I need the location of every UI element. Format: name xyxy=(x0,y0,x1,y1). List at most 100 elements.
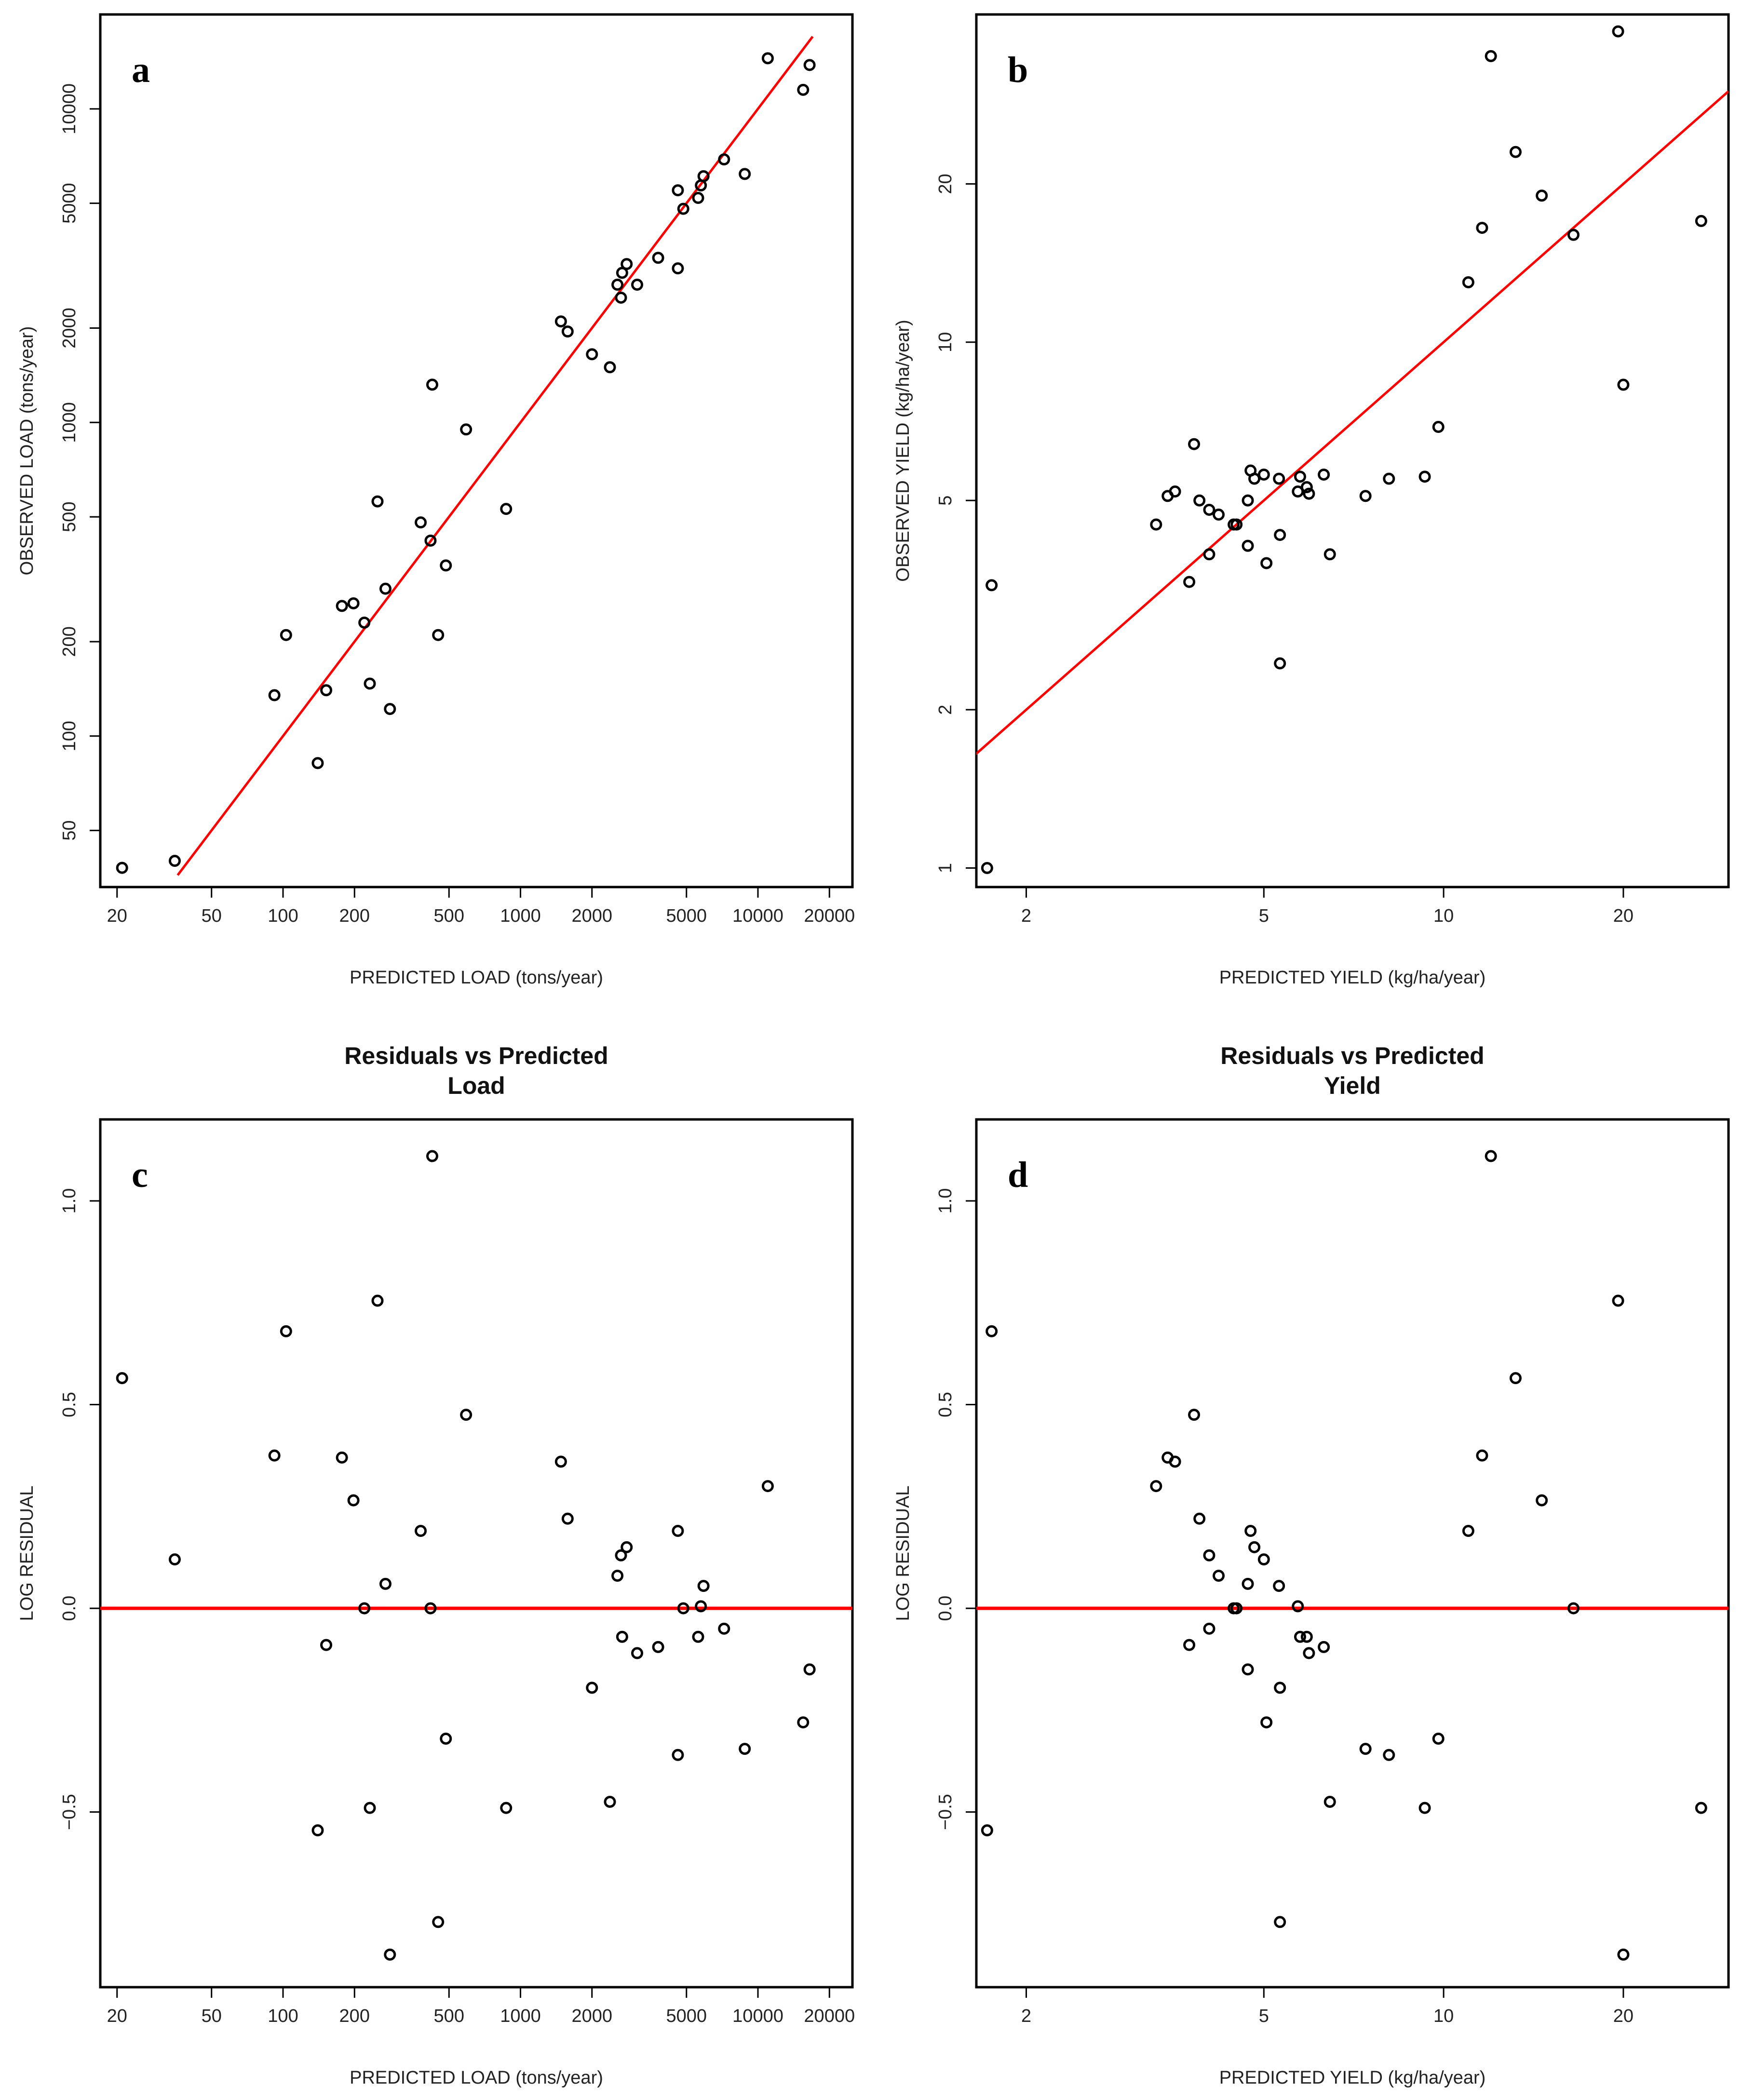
data-point xyxy=(761,52,774,65)
data-point xyxy=(1383,472,1395,485)
x-axis-title: PREDICTED LOAD (tons/year) xyxy=(350,2068,603,2088)
data-point xyxy=(1242,1577,1254,1590)
data-point xyxy=(1150,518,1162,531)
data-point xyxy=(1203,1549,1215,1562)
data-point xyxy=(761,1480,774,1493)
data-point xyxy=(1257,1553,1270,1566)
data-point xyxy=(1188,438,1201,450)
data-point xyxy=(1612,1294,1624,1307)
data-point xyxy=(1183,1639,1196,1651)
data-point xyxy=(320,1639,333,1651)
data-point xyxy=(1257,468,1270,481)
data-point xyxy=(500,503,513,515)
regression-line xyxy=(176,36,814,876)
data-point xyxy=(1248,472,1261,485)
data-point xyxy=(371,495,384,508)
data-point xyxy=(692,192,704,204)
data-point xyxy=(432,1916,445,1928)
plot-frame xyxy=(975,1118,1730,1989)
x-tick-label: 2000 xyxy=(571,906,612,926)
data-point xyxy=(1294,471,1306,483)
y-tick-label: 1.0 xyxy=(935,1188,956,1214)
data-point xyxy=(561,1512,574,1525)
data-point xyxy=(379,1577,392,1590)
x-tick-label: 200 xyxy=(339,2006,370,2026)
x-tick-label: 20 xyxy=(1613,906,1634,926)
data-point xyxy=(604,1795,616,1808)
data-point xyxy=(347,597,360,609)
data-point xyxy=(677,1602,689,1615)
x-tick-label: 10 xyxy=(1433,2006,1454,2026)
data-point xyxy=(1230,518,1243,531)
data-point xyxy=(586,1682,598,1694)
data-point xyxy=(631,1647,644,1659)
data-point xyxy=(739,168,751,180)
y-tick-label: 1000 xyxy=(59,402,80,443)
regression-line xyxy=(976,90,1728,755)
data-point xyxy=(554,1455,567,1468)
data-point xyxy=(336,1451,348,1464)
plot-frame xyxy=(99,13,854,888)
data-point xyxy=(554,315,567,328)
data-point xyxy=(1462,1525,1474,1537)
y-tick-label: 500 xyxy=(59,501,80,532)
data-point xyxy=(168,855,181,867)
data-point xyxy=(621,1541,633,1553)
data-point xyxy=(1213,1569,1225,1582)
y-axis-title: OBSERVED YIELD (kg/ha/year) xyxy=(893,320,913,582)
data-point xyxy=(1432,421,1445,433)
data-point xyxy=(460,1409,473,1421)
x-tick-label: 1000 xyxy=(500,2006,541,2026)
x-tick-label: 5 xyxy=(1259,906,1269,926)
x-tick-label: 10000 xyxy=(732,906,783,926)
data-point xyxy=(1274,1916,1286,1928)
data-point xyxy=(364,677,376,690)
panel-letter: b xyxy=(1008,50,1028,90)
data-point xyxy=(116,862,128,874)
data-point xyxy=(621,258,633,270)
data-point xyxy=(611,1569,624,1582)
data-point xyxy=(384,1948,396,1961)
data-point xyxy=(268,689,281,701)
data-point xyxy=(1536,189,1548,202)
y-tick-label: 200 xyxy=(59,626,80,657)
data-point xyxy=(379,582,392,595)
panel-letter: d xyxy=(1008,1155,1028,1195)
y-tick-label: 0.0 xyxy=(59,1596,80,1621)
x-tick-label: 1000 xyxy=(500,906,541,926)
x-tick-label: 50 xyxy=(202,2006,222,2026)
chart-title: Residuals vs Predicted xyxy=(344,1042,608,1069)
y-tick-label: 50 xyxy=(59,820,80,840)
data-point xyxy=(415,516,427,529)
y-tick-label: 1 xyxy=(935,863,956,873)
x-tick-label: 20000 xyxy=(804,2006,855,2026)
data-point xyxy=(1203,1622,1215,1635)
chart-title: Residuals vs Predicted xyxy=(1220,1042,1484,1069)
data-point xyxy=(616,1630,628,1643)
panel-letter: a xyxy=(132,50,150,90)
panel-letter: c xyxy=(132,1155,148,1195)
data-point xyxy=(797,83,810,96)
data-point xyxy=(1274,657,1286,670)
data-point xyxy=(116,1372,128,1385)
x-tick-label: 2 xyxy=(1021,2006,1031,2026)
data-point xyxy=(718,153,730,166)
x-tick-label: 20000 xyxy=(804,906,855,926)
data-point xyxy=(500,1802,513,1814)
data-point xyxy=(652,1641,664,1653)
y-tick-label: 1.0 xyxy=(59,1188,80,1214)
y-tick-label: −0.5 xyxy=(59,1794,80,1830)
data-point xyxy=(1695,215,1707,227)
data-point xyxy=(1274,1682,1286,1694)
data-point xyxy=(1318,1641,1330,1653)
data-point xyxy=(1273,1580,1285,1592)
data-point xyxy=(1242,1663,1254,1676)
data-point xyxy=(695,1600,707,1613)
data-point xyxy=(1260,557,1273,569)
data-point xyxy=(1617,378,1630,391)
data-point xyxy=(1432,1733,1445,1745)
x-tick-label: 50 xyxy=(202,906,222,926)
x-axis-title: PREDICTED LOAD (tons/year) xyxy=(350,968,603,988)
data-point xyxy=(604,361,616,374)
data-point xyxy=(1323,548,1336,561)
